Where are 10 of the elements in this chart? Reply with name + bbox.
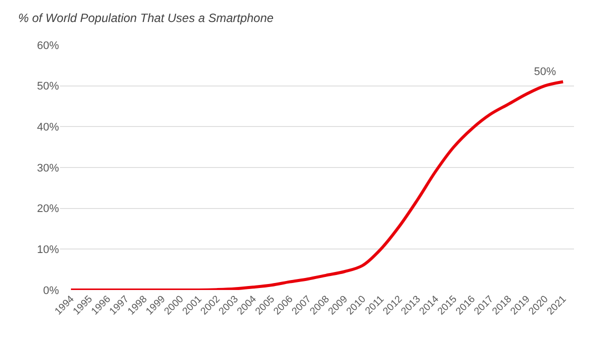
y-tick-label: 40% (36, 122, 60, 134)
y-tick-label: 60% (36, 40, 60, 52)
annotation: 50% (534, 66, 556, 78)
y-tick-label: 0% (43, 284, 60, 297)
chart-title: % of World Population That Uses a Smartphone (18, 11, 274, 26)
y-tick-label: 20% (36, 203, 60, 216)
y-tick-label: 30% (36, 162, 60, 174)
y-tick-label: 10% (36, 244, 60, 256)
y-tick-label: 50% (36, 80, 60, 93)
line-series (69, 80, 565, 290)
